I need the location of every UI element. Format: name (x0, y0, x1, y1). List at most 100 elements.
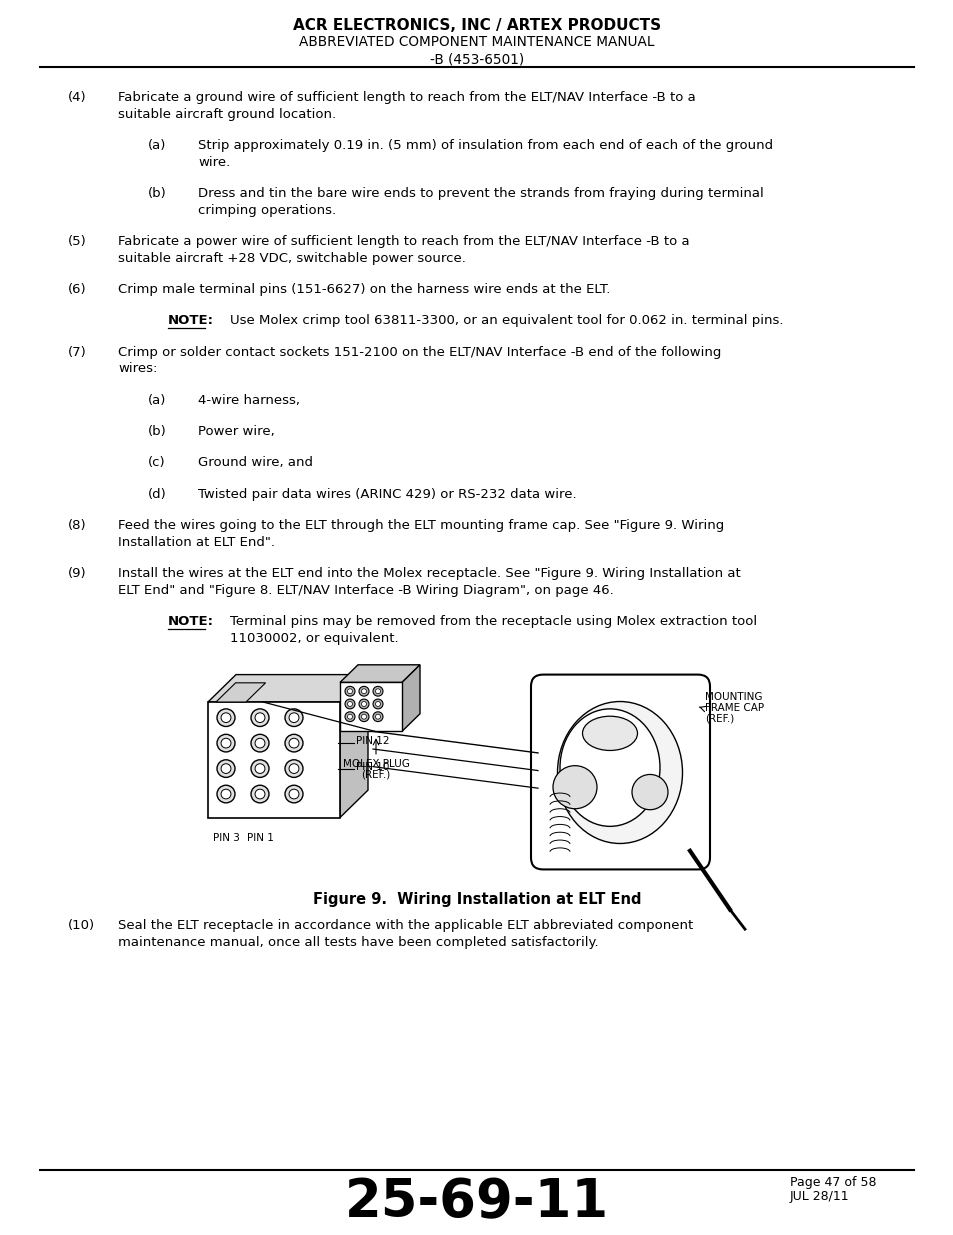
Text: suitable aircraft +28 VDC, switchable power source.: suitable aircraft +28 VDC, switchable po… (118, 252, 465, 264)
Circle shape (285, 735, 303, 752)
Circle shape (289, 763, 298, 773)
Text: Crimp or solder contact sockets 151-2100 on the ELT/NAV Interface -B end of the : Crimp or solder contact sockets 151-2100… (118, 346, 720, 358)
Text: (9): (9) (68, 567, 87, 580)
Text: crimping operations.: crimping operations. (198, 204, 335, 216)
Circle shape (216, 735, 234, 752)
Text: (c): (c) (148, 456, 166, 469)
Circle shape (289, 713, 298, 722)
Circle shape (373, 711, 382, 721)
Text: Seal the ELT receptacle in accordance with the applicable ELT abbreviated compon: Seal the ELT receptacle in accordance wi… (118, 919, 693, 932)
Text: (8): (8) (68, 519, 87, 532)
Text: wires:: wires: (118, 362, 157, 375)
Text: MOLEX PLUG: MOLEX PLUG (342, 758, 409, 769)
Text: (b): (b) (148, 186, 167, 200)
Text: (d): (d) (148, 488, 167, 500)
Text: Twisted pair data wires (ARINC 429) or RS-232 data wire.: Twisted pair data wires (ARINC 429) or R… (198, 488, 576, 500)
Text: ABBREVIATED COMPONENT MAINTENANCE MANUAL: ABBREVIATED COMPONENT MAINTENANCE MANUAL (299, 36, 654, 49)
Text: wire.: wire. (198, 156, 230, 169)
Text: Page 47 of 58: Page 47 of 58 (789, 1176, 876, 1189)
Text: -B (453-6501): -B (453-6501) (430, 53, 523, 67)
Circle shape (254, 713, 265, 722)
Circle shape (254, 763, 265, 773)
Circle shape (251, 735, 269, 752)
Text: ACR ELECTRONICS, INC / ARTEX PRODUCTS: ACR ELECTRONICS, INC / ARTEX PRODUCTS (293, 17, 660, 32)
Circle shape (221, 789, 231, 799)
Circle shape (285, 709, 303, 726)
Text: PIN 1: PIN 1 (246, 834, 274, 844)
Circle shape (285, 760, 303, 777)
Circle shape (221, 739, 231, 748)
Circle shape (358, 699, 369, 709)
Text: Crimp male terminal pins (151-6627) on the harness wire ends at the ELT.: Crimp male terminal pins (151-6627) on t… (118, 283, 610, 296)
Circle shape (375, 701, 380, 706)
Circle shape (254, 739, 265, 748)
Circle shape (216, 709, 234, 726)
Circle shape (289, 789, 298, 799)
Circle shape (373, 687, 382, 697)
Text: Installation at ELT End".: Installation at ELT End". (118, 536, 274, 548)
FancyBboxPatch shape (208, 701, 339, 818)
Text: (5): (5) (68, 235, 87, 248)
Circle shape (251, 709, 269, 726)
Circle shape (345, 699, 355, 709)
Text: (10): (10) (68, 919, 95, 932)
Ellipse shape (557, 701, 681, 844)
Text: (a): (a) (148, 394, 166, 406)
Circle shape (375, 714, 380, 719)
Circle shape (345, 687, 355, 697)
Circle shape (216, 785, 234, 803)
Circle shape (221, 763, 231, 773)
Text: 25-69-11: 25-69-11 (345, 1176, 608, 1228)
Circle shape (361, 714, 366, 719)
Circle shape (373, 699, 382, 709)
Text: Use Molex crimp tool 63811-3300, or an equivalent tool for 0.062 in. terminal pi: Use Molex crimp tool 63811-3300, or an e… (230, 314, 782, 327)
Text: Dress and tin the bare wire ends to prevent the strands from fraying during term: Dress and tin the bare wire ends to prev… (198, 186, 763, 200)
FancyBboxPatch shape (339, 683, 401, 731)
Circle shape (631, 774, 667, 810)
Text: JUL 28/11: JUL 28/11 (789, 1189, 849, 1203)
Circle shape (361, 689, 366, 694)
Circle shape (347, 714, 352, 719)
Circle shape (285, 785, 303, 803)
Ellipse shape (582, 716, 637, 751)
Circle shape (251, 785, 269, 803)
Text: Feed the wires going to the ELT through the ELT mounting frame cap. See "Figure : Feed the wires going to the ELT through … (118, 519, 723, 532)
Circle shape (221, 713, 231, 722)
Text: ELT End" and "Figure 8. ELT/NAV Interface -B Wiring Diagram", on page 46.: ELT End" and "Figure 8. ELT/NAV Interfac… (118, 584, 613, 597)
Circle shape (347, 701, 352, 706)
Circle shape (361, 701, 366, 706)
Text: MOUNTING: MOUNTING (704, 693, 761, 703)
Text: Install the wires at the ELT end into the Molex receptacle. See "Figure 9. Wirin: Install the wires at the ELT end into th… (118, 567, 740, 580)
Ellipse shape (559, 709, 659, 826)
Circle shape (251, 760, 269, 777)
Text: Power wire,: Power wire, (198, 425, 274, 438)
Text: Terminal pins may be removed from the receptacle using Molex extraction tool: Terminal pins may be removed from the re… (230, 615, 757, 627)
Text: maintenance manual, once all tests have been completed satisfactorily.: maintenance manual, once all tests have … (118, 936, 598, 948)
Polygon shape (215, 683, 265, 701)
Polygon shape (208, 674, 368, 701)
Circle shape (254, 789, 265, 799)
Text: (REF.): (REF.) (704, 714, 734, 724)
Text: NOTE:: NOTE: (168, 615, 213, 627)
Text: Fabricate a ground wire of sufficient length to reach from the ELT/NAV Interface: Fabricate a ground wire of sufficient le… (118, 91, 695, 104)
Text: NOTE:: NOTE: (168, 314, 213, 327)
Text: (b): (b) (148, 425, 167, 438)
Circle shape (358, 687, 369, 697)
Text: FRAME CAP: FRAME CAP (704, 703, 763, 713)
Circle shape (216, 760, 234, 777)
Text: (4): (4) (68, 91, 87, 104)
Text: PIN 10: PIN 10 (355, 762, 389, 772)
Text: Ground wire, and: Ground wire, and (198, 456, 313, 469)
Text: (6): (6) (68, 283, 87, 296)
Text: Strip approximately 0.19 in. (5 mm) of insulation from each end of each of the g: Strip approximately 0.19 in. (5 mm) of i… (198, 140, 772, 152)
Circle shape (358, 711, 369, 721)
Text: PIN 12: PIN 12 (355, 736, 389, 746)
Polygon shape (339, 674, 368, 818)
Text: 11030002, or equivalent.: 11030002, or equivalent. (230, 631, 398, 645)
Polygon shape (401, 664, 419, 731)
Circle shape (345, 711, 355, 721)
Text: (REF.): (REF.) (361, 769, 390, 779)
Circle shape (375, 689, 380, 694)
Text: 4-wire harness,: 4-wire harness, (198, 394, 299, 406)
Text: Figure 9.  Wiring Installation at ELT End: Figure 9. Wiring Installation at ELT End (313, 892, 640, 906)
